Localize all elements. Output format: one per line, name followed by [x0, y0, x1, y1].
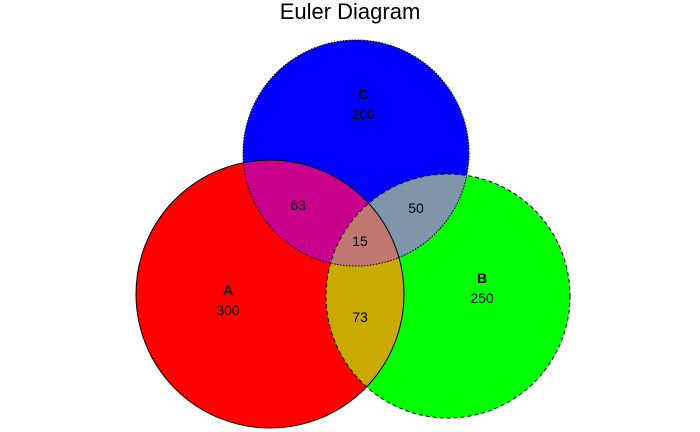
- overlap-abc-count: 15: [352, 233, 368, 249]
- set-a-name: A: [223, 282, 233, 298]
- set-a-outline: [135, 159, 405, 429]
- overlap-ab-count: 73: [352, 309, 368, 325]
- overlap-ac-region: [243, 160, 404, 266]
- set-c-name: C: [358, 86, 368, 102]
- set-c-outline: [242, 39, 470, 267]
- set-a-count: 300: [216, 302, 240, 318]
- set-b-outline: [325, 173, 571, 419]
- overlap-bc-count: 50: [408, 200, 424, 216]
- overlap-bc-region: [326, 174, 469, 266]
- set-b-name: B: [477, 270, 487, 286]
- set-c-count: 200: [351, 106, 375, 122]
- diagram-title: Euler Diagram: [280, 0, 421, 24]
- overlap-ac-count: 63: [290, 197, 306, 213]
- set-b-count: 250: [470, 290, 494, 306]
